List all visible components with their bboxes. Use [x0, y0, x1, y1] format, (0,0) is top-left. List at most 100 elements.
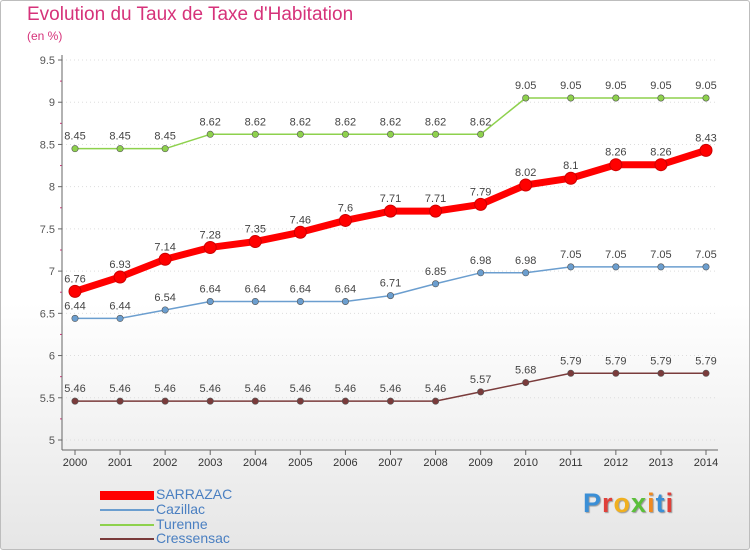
data-point	[657, 94, 665, 102]
data-label: 5.46	[109, 383, 130, 395]
data-label: 7.6	[338, 202, 353, 214]
data-point	[567, 369, 575, 377]
data-point	[296, 298, 304, 306]
data-point	[657, 369, 665, 377]
legend-item-cazillac: Cazillac	[100, 501, 300, 518]
data-point	[702, 94, 710, 102]
data-point	[293, 225, 307, 239]
data-point	[567, 94, 575, 102]
line-chart: 5 5.5 6 6.5 7 7.5 8 8.5 9 9.5 2000 2001 2002 2003 2004…	[40, 55, 718, 469]
data-point	[432, 397, 440, 405]
legend-item-sarrazac: SARRAZAC	[100, 486, 300, 503]
data-point	[522, 379, 530, 387]
x-tick-label: 2003	[198, 457, 222, 469]
data-point	[657, 263, 665, 271]
data-label: 6.98	[515, 255, 536, 267]
data-point	[161, 145, 169, 153]
data-point	[206, 130, 214, 138]
y-tick-label: 5	[49, 435, 55, 447]
data-label: 6.44	[109, 300, 130, 312]
data-point	[158, 252, 172, 266]
data-label: 7.46	[290, 214, 311, 226]
y-tick-label: 6	[49, 351, 55, 363]
data-label: 5.46	[200, 383, 221, 395]
data-label: 8.02	[515, 167, 536, 179]
chart-title: Evolution du Taux de Taxe d'Habitation	[27, 4, 354, 25]
data-point	[609, 158, 623, 172]
data-point	[296, 130, 304, 138]
data-label: 7.28	[200, 229, 221, 241]
x-tick-label: 2010	[513, 457, 537, 469]
data-point	[338, 213, 352, 227]
data-point	[341, 397, 349, 405]
logo-letter: i	[647, 488, 656, 518]
data-label: 8.62	[425, 116, 446, 128]
data-label: 8.43	[695, 132, 716, 144]
data-label: 7.05	[560, 249, 581, 261]
data-point	[564, 171, 578, 185]
data-point	[251, 397, 259, 405]
data-label: 6.64	[245, 284, 266, 296]
logo-letter: x	[631, 488, 648, 518]
data-label: 9.05	[560, 80, 581, 92]
legend-label-cressensac: Cressensac	[156, 530, 230, 546]
proxiti-logo: Proxiti	[583, 488, 674, 519]
data-label: 5.46	[245, 383, 266, 395]
data-label: 9.05	[650, 80, 671, 92]
y-tick-label: 8	[49, 182, 55, 194]
data-point	[432, 130, 440, 138]
legend-swatch-cressensac	[100, 538, 154, 540]
data-point	[116, 145, 124, 153]
data-point	[386, 397, 394, 405]
legend-swatch-sarrazac	[100, 491, 154, 500]
data-label: 7.71	[425, 193, 446, 205]
data-label: 5.46	[64, 383, 85, 395]
data-label: 8.26	[650, 147, 671, 159]
data-label: 6.64	[335, 284, 356, 296]
data-point	[386, 292, 394, 300]
x-tick-label: 2000	[63, 457, 87, 469]
x-tick-label: 2005	[288, 457, 312, 469]
data-label: 8.1	[563, 160, 578, 172]
data-point	[474, 197, 488, 211]
data-label: 8.26	[605, 147, 626, 159]
data-label: 7.14	[154, 241, 175, 253]
data-point	[612, 263, 620, 271]
data-point	[251, 298, 259, 306]
data-point	[567, 263, 575, 271]
legend-swatch-cazillac	[100, 509, 154, 511]
data-label: 5.79	[560, 355, 581, 367]
data-point	[429, 204, 443, 218]
logo-letter: P	[583, 488, 603, 518]
data-point	[612, 369, 620, 377]
logo-letter: o	[613, 488, 632, 518]
data-point	[702, 369, 710, 377]
data-label: 7.71	[380, 193, 401, 205]
logo-letter: t	[655, 488, 666, 518]
data-point	[522, 94, 530, 102]
data-point	[296, 397, 304, 405]
data-point	[71, 145, 79, 153]
data-point	[654, 158, 668, 172]
legend-item-cressensac: Cressensac	[100, 530, 300, 547]
data-point	[341, 298, 349, 306]
x-tick-label: 2013	[649, 457, 673, 469]
y-tick-label: 6.5	[40, 308, 55, 320]
x-tick-label: 2009	[468, 457, 492, 469]
data-point	[432, 280, 440, 288]
data-label: 5.46	[154, 383, 175, 395]
data-label: 9.05	[695, 80, 716, 92]
data-point	[612, 94, 620, 102]
logo-letter: i	[665, 488, 675, 518]
data-label: 5.79	[650, 355, 671, 367]
data-label: 6.93	[109, 259, 130, 271]
data-point	[161, 306, 169, 314]
legend-label-turenne: Turenne	[156, 516, 208, 532]
data-point	[699, 143, 713, 157]
x-tick-label: 2001	[108, 457, 132, 469]
data-label: 5.79	[605, 355, 626, 367]
x-tick-label: 2011	[559, 457, 583, 469]
data-label: 8.62	[200, 116, 221, 128]
data-point	[386, 130, 394, 138]
y-tick-label: 7	[49, 266, 55, 278]
